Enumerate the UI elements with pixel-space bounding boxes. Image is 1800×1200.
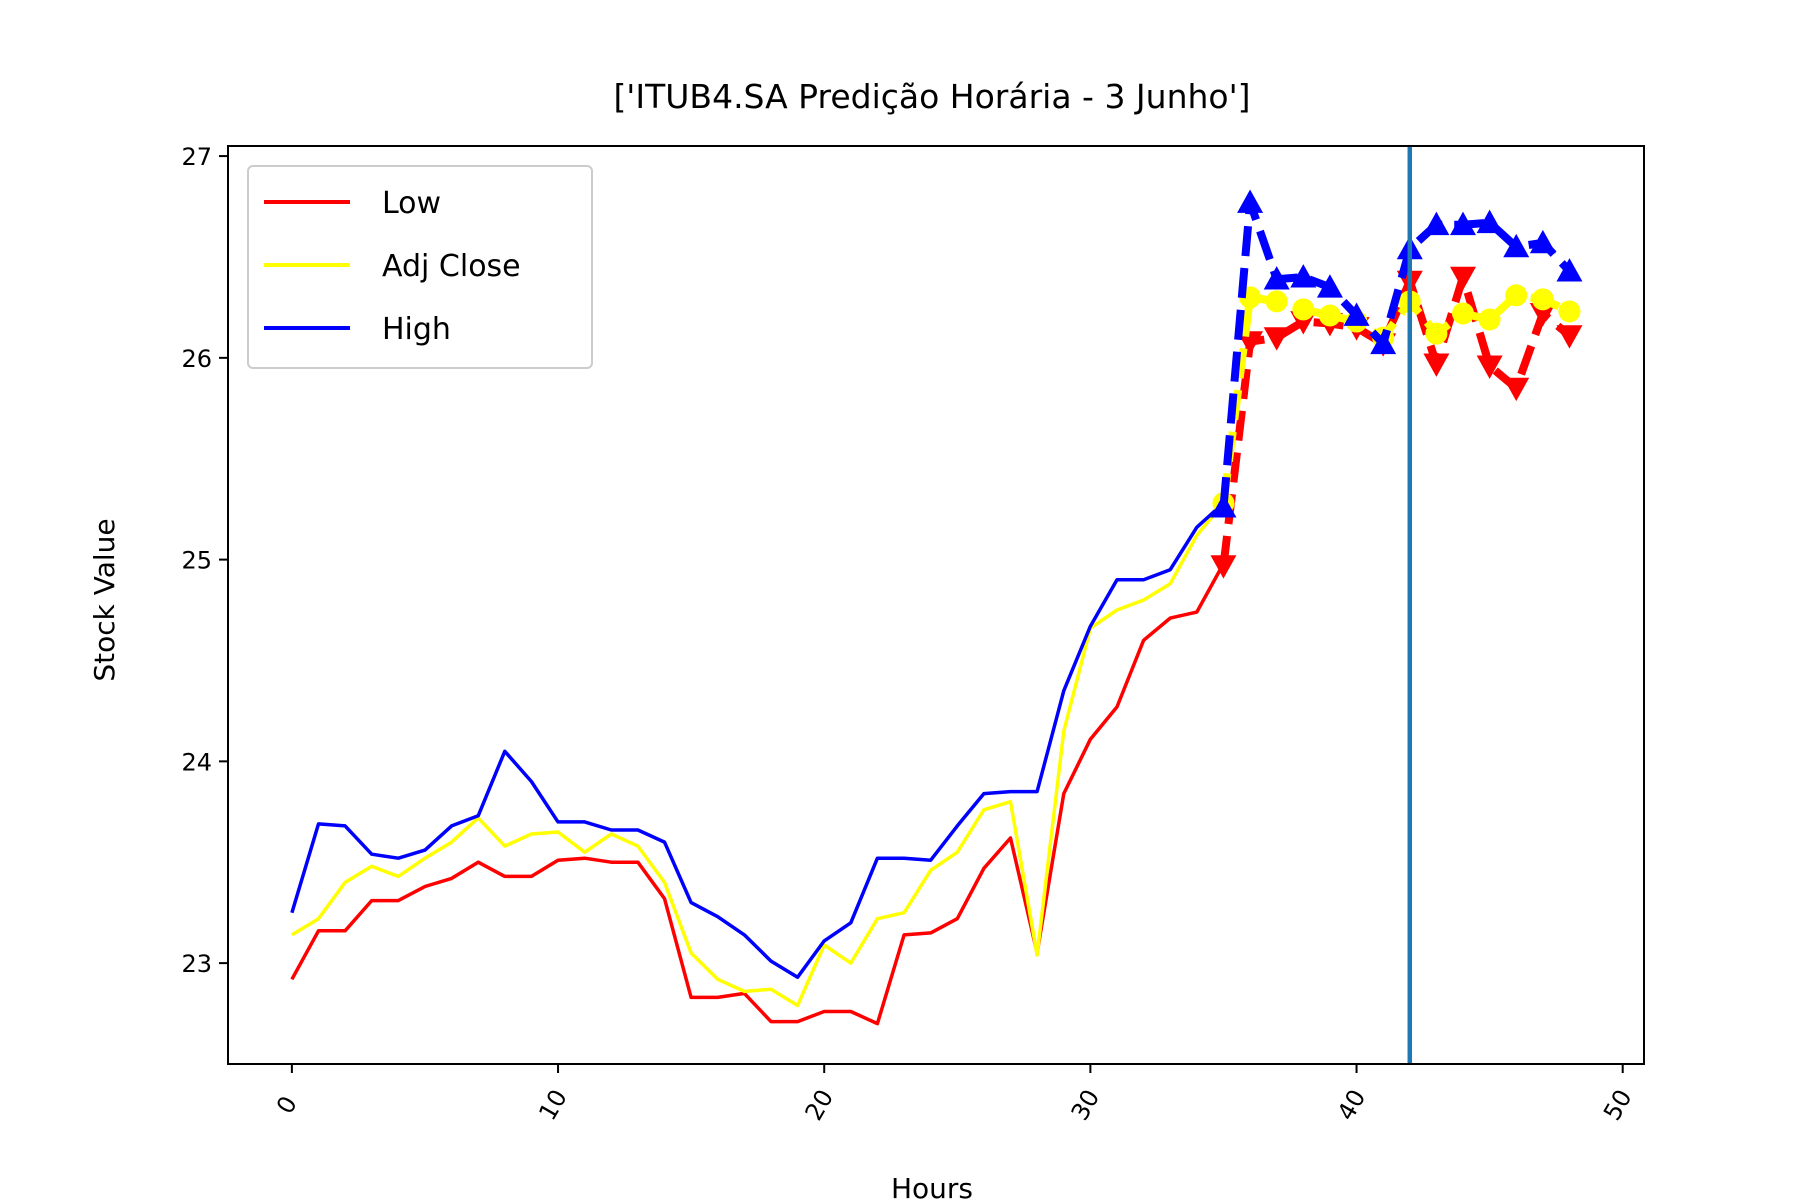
prediction-marker-low <box>1450 266 1477 291</box>
prediction-marker-high <box>1290 264 1317 288</box>
prediction-marker-high <box>1316 274 1343 298</box>
prediction-marker-adj-close <box>1531 288 1554 311</box>
prediction-marker-high <box>1263 266 1290 290</box>
prediction-marker-low <box>1529 303 1556 327</box>
prediction-marker-high <box>1237 189 1264 213</box>
prediction-marker-low <box>1210 555 1237 579</box>
legend-label: Adj Close <box>382 249 521 284</box>
prediction-marker-high <box>1210 494 1237 518</box>
prediction-marker-adj-close <box>1265 290 1288 313</box>
y-tick-label: 23 <box>181 950 212 978</box>
series-line-adj-close <box>290 501 1225 1008</box>
prediction-marker-adj-close <box>1425 322 1448 345</box>
prediction-marker-high <box>1423 211 1450 236</box>
prediction-marker-adj-close <box>1318 304 1341 327</box>
series-line-high <box>290 501 1225 979</box>
legend-box <box>247 165 593 369</box>
prediction-marker-high <box>1529 229 1556 254</box>
prediction-marker-high <box>1503 233 1530 258</box>
prediction-marker-low <box>1263 327 1290 351</box>
prediction-marker-high <box>1370 330 1397 355</box>
x-axis-label: Hours <box>891 1172 973 1200</box>
y-tick-label: 27 <box>181 143 212 171</box>
legend-label: Low <box>382 186 441 221</box>
prediction-marker-low <box>1476 355 1503 379</box>
prediction-marker-high <box>1450 211 1477 236</box>
chart-title: ['ITUB4.SA Predição Horária - 3 Junho'] <box>613 77 1250 116</box>
legend: Low Adj Close High <box>247 165 593 369</box>
y-tick-label: 25 <box>181 547 212 575</box>
y-axis: 23 24 25 26 27 <box>181 143 228 978</box>
prediction-marker-adj-close <box>1292 298 1315 321</box>
prediction-marker-low <box>1556 325 1583 349</box>
y-tick-label: 24 <box>181 748 212 776</box>
legend-label: High <box>382 312 451 347</box>
prediction-marker-low <box>1503 377 1530 402</box>
prediction-marker-high <box>1343 302 1370 326</box>
plot-frame <box>227 145 1645 1065</box>
plot-area <box>290 146 1583 1064</box>
prediction-marker-high <box>1556 258 1583 282</box>
prediction-marker-adj-close <box>1452 302 1475 325</box>
plot-series <box>290 189 1583 1026</box>
prediction-marker-adj-close <box>1558 300 1581 323</box>
prediction-marker-low <box>1237 331 1264 355</box>
prediction-marker-high <box>1476 209 1503 234</box>
series-line-low <box>290 562 1226 1026</box>
prediction-marker-adj-close <box>1478 308 1501 331</box>
prediction-marker-adj-close <box>1505 284 1528 307</box>
y-axis-label: Stock Value <box>88 518 121 681</box>
prediction-marker-low <box>1423 353 1450 377</box>
y-tick-label: 26 <box>181 345 212 373</box>
